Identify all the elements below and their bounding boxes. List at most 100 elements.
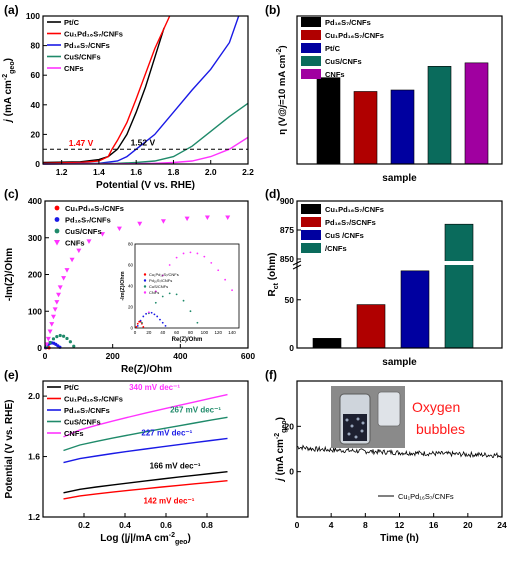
scatter-point-c-2 [51,337,56,341]
inset-point-1 [161,321,164,324]
legend-label: /CNFs [325,244,347,253]
bar-d-3 [444,223,474,349]
plot-frame-a [42,15,249,165]
panel-label: (a) [4,3,19,17]
y-tick-label: 850 [280,254,294,264]
y-tick-label: 20 [285,421,295,431]
inset-point-2 [182,299,185,302]
y-tick-label: 2.0 [28,391,40,401]
plot-frame-b [296,15,503,165]
y-tick-label: 1.6 [28,452,40,462]
x-tick-label: 1.8 [168,167,180,177]
x-axis-label: Log (|j|/mA cm-2geo) [100,532,191,546]
legend-label: CNFs [64,429,84,438]
axis-break-gap [437,261,477,265]
y-axis-label: -Im(Z)/Ohm [4,248,15,301]
text-part: =10 mA cm [277,55,288,105]
text-part: η (V@ [277,107,288,134]
legend-label: CNFs [64,64,84,73]
scatter-point-c-3 [225,215,231,221]
scatter-point-c-2 [65,336,69,341]
annotation: Oxygen [412,399,460,415]
text-part: (mA cm [275,439,286,475]
annotation: 166 mV dec⁻¹ [150,462,201,471]
inset-point-0 [135,326,138,328]
y-axis-label: j (mA cm-2geo) [274,417,288,483]
legend-label: Pd₁₆S₇/SCNFs [325,218,376,227]
x-tick-label: 12 [395,520,405,530]
bubble-shape [356,417,360,421]
y-axis-label: j (mA cm-2geo) [2,58,16,124]
x-axis-label: sample [382,173,417,184]
x-tick-label: 400 [173,351,187,361]
annotation: 142 mV dec⁻¹ [143,496,194,505]
scatter-point-c-3 [86,239,92,244]
scatter-point-c-3 [61,276,67,281]
panel-label: (f) [265,368,277,382]
inset-point-2 [189,310,192,313]
y-tick-label: 400 [28,196,42,206]
legend-label: CNFs [65,239,85,248]
scatter-point-c-3 [54,300,60,305]
y-tick-label: 0 [289,343,294,353]
scatter-point-c-3 [76,248,82,254]
x-tick-label: 0.4 [119,520,131,530]
series-line-a-0 [42,27,165,164]
bar-d-2 [400,270,430,349]
legend-label: CNFs [325,70,345,79]
y-tick-label: 0 [37,343,42,353]
series-line-e-1 [63,480,228,500]
text-part: -2 [276,48,283,54]
photo-inset [331,386,405,448]
y-tick-label: 1.2 [28,512,40,522]
inset-point-2 [154,301,157,304]
text-part: j [125,533,130,544]
legend-label: Pd₁₆S₇/CNFs [64,41,110,50]
inset-point-1 [164,325,167,327]
y-tick-label: 50 [285,295,295,305]
scatter-point-c-3 [47,329,53,334]
text-part: R [267,289,278,297]
x-tick-label: 8 [363,520,368,530]
inset-point-3 [210,262,213,264]
vial-shape [377,391,401,427]
inset-frame [134,243,240,329]
legend-swatch [301,56,321,66]
legend-swatch [301,17,321,27]
text-part: |/mA cm [130,533,169,544]
y-tick-label: 60 [31,70,41,80]
bar-b-1 [353,91,378,165]
legend-marker [54,228,60,234]
scatter-point-c-3 [137,221,143,227]
annotation: bubbles [416,421,465,437]
x-axis-label: Potential (V vs. RHE) [96,180,195,191]
text-part: j [275,475,286,483]
series-line-e-4 [63,393,228,438]
y-tick-label: 100 [28,306,42,316]
scatter-point-c-2 [48,340,52,345]
annotation: 227 mV dec⁻¹ [141,428,192,437]
x-tick-label: 24 [497,520,507,530]
inset-x-tick-label: 20 [146,330,152,335]
y-tick-label: 100 [26,11,40,21]
annotation: 1.47 V [69,138,94,148]
inset-legend-label: CNFs [149,290,159,295]
y-tick-label: 900 [280,196,294,206]
legend-label: Cu₁Pd₁₆S₇/CNFs [398,492,454,501]
inset-point-3 [175,256,178,259]
bubble-shape [361,421,365,425]
annotation: 340 mV dec⁻¹ [129,383,180,392]
bubble-shape [354,435,358,439]
legend-label: CuS/CNFs [65,227,102,236]
inset-point-3 [217,269,220,272]
scatter-point-c-3 [160,219,166,224]
legend-swatch [301,230,321,240]
inset-legend-marker [143,273,147,276]
bar-b-2 [390,89,415,165]
legend-swatch [301,204,321,214]
scatter-point-c-3 [204,215,210,221]
inset-y-tick-label: 40 [128,284,134,289]
inset-x-tick-label: 140 [228,330,236,335]
inset-legend-label: CuS/CNFs [149,284,168,289]
